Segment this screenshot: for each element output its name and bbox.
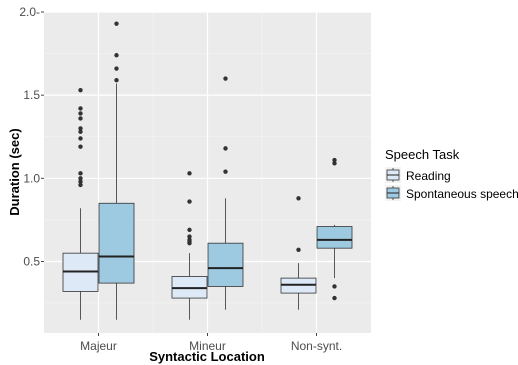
legend: Speech Task Reading Spontaneous speech: [385, 147, 518, 201]
outlier-point: [78, 126, 83, 131]
box-0-0: [62, 87, 99, 320]
outlier-point: [78, 111, 83, 116]
legend-label: Reading: [406, 169, 451, 183]
outlier-point: [114, 21, 119, 26]
boxes: [62, 21, 353, 320]
outlier-point: [223, 146, 228, 151]
x-tick-label: Majeur: [80, 339, 117, 353]
outlier-point: [332, 295, 337, 301]
outlier-point: [78, 179, 83, 184]
outlier-point: [187, 237, 192, 243]
outlier-point: [187, 199, 192, 204]
outlier-point: [78, 136, 83, 141]
x-axis-title: Syntactic Location: [149, 349, 265, 364]
outlier-point: [114, 66, 119, 71]
outlier-point: [78, 171, 83, 176]
legend-label: Spontaneous speech: [406, 187, 518, 201]
outlier-point: [332, 161, 337, 166]
x-tick-label: Non-synt.: [291, 339, 342, 353]
outlier-point: [332, 157, 337, 163]
outlier-point: [78, 144, 83, 149]
outlier-point: [78, 87, 83, 93]
box-1-0: [171, 171, 208, 320]
y-tick-label: 1.0: [23, 171, 40, 185]
box-2-0: [280, 196, 317, 310]
box-2-1: [316, 157, 353, 301]
box-iqr: [316, 226, 353, 249]
y-axis-ticks: 0.5 1.0 1.5 2.0-: [19, 5, 44, 268]
x-tick-label: Mineur: [189, 339, 226, 353]
outlier-point: [187, 171, 192, 176]
box-0-1: [98, 21, 135, 320]
outlier-point: [296, 247, 301, 253]
y-tick-label: 0.5: [23, 254, 40, 268]
legend-key: [385, 167, 401, 183]
x-axis-ticks: Majeur Mineur Non-synt.: [80, 333, 342, 353]
outlier-point: [78, 182, 83, 188]
legend-items: Reading Spontaneous speech: [385, 167, 518, 201]
grid: [44, 11, 371, 333]
y-tick-label: 2.0-: [19, 5, 40, 19]
outlier-point: [78, 106, 83, 111]
legend-key: [385, 185, 401, 201]
outlier-point: [114, 77, 119, 83]
box-1-1: [207, 76, 244, 310]
legend-title: Speech Task: [385, 147, 460, 162]
outlier-point: [187, 234, 192, 239]
outlier-point: [187, 227, 192, 233]
y-axis-title: Duration (sec): [7, 128, 22, 215]
outlier-point: [78, 116, 83, 121]
outlier-point: [78, 176, 83, 181]
y-tick-label: 1.5: [23, 88, 40, 102]
outlier-point: [296, 196, 301, 201]
outlier-point: [114, 53, 119, 58]
outlier-point: [332, 284, 337, 289]
outlier-point: [223, 76, 228, 81]
box-iqr: [98, 202, 135, 284]
outlier-point: [78, 129, 83, 134]
outlier-point: [223, 169, 228, 174]
box-iqr: [207, 242, 244, 287]
